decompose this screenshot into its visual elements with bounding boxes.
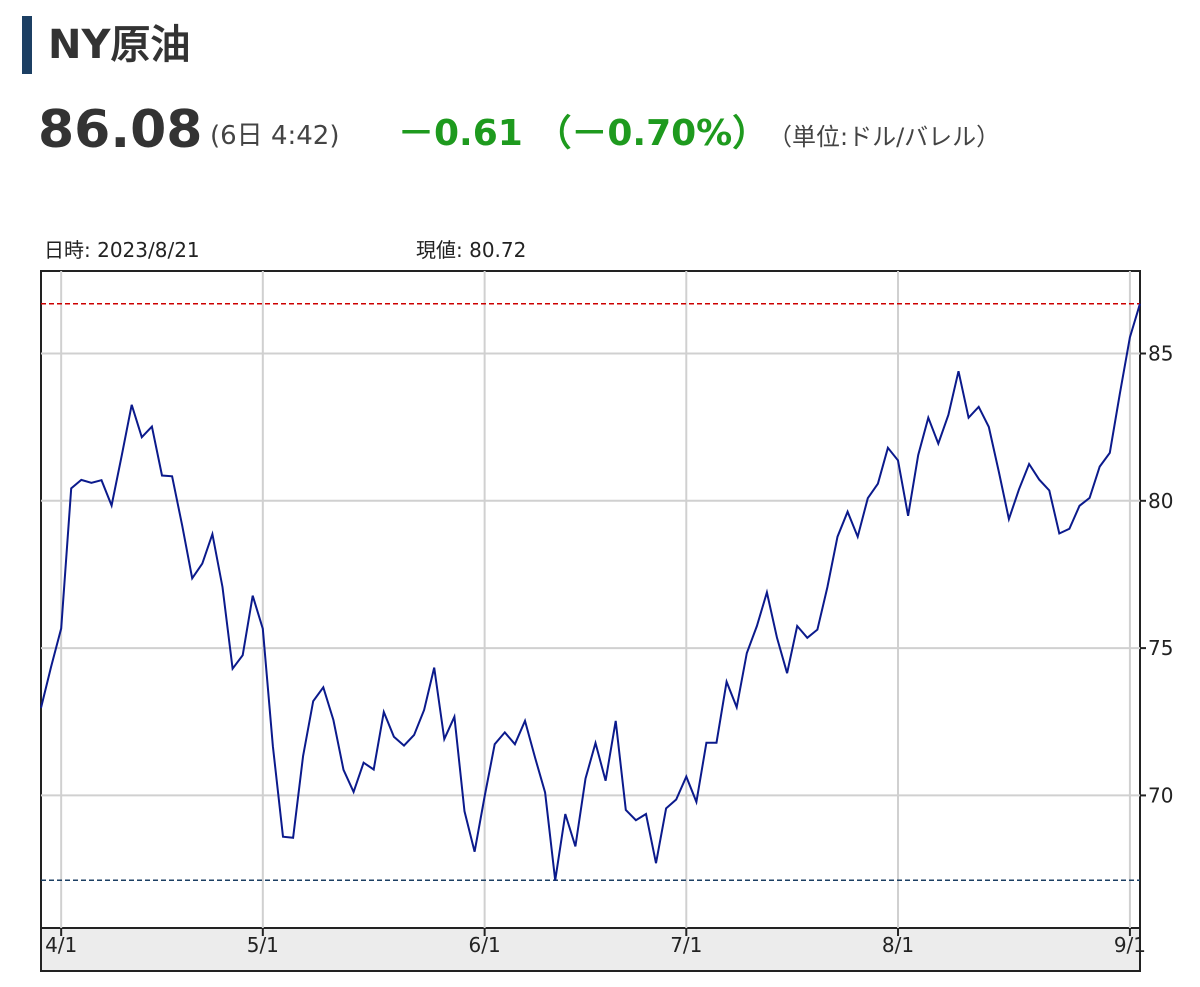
price-unit: （単位:ドル/バレル） (768, 123, 1001, 151)
hover-value-label: 現値: 80.72 (416, 238, 527, 262)
x-tick-label: 9/1 (1114, 933, 1146, 957)
hover-date-label: 日時: 2023/8/21 (44, 238, 200, 262)
x-tick-label: 4/1 (45, 933, 77, 957)
price-change: －0.61 （－0.70%） (398, 113, 769, 154)
x-axis-band (40, 927, 1141, 972)
x-tick-label: 7/1 (670, 933, 702, 957)
y-tick-label: 80 (1148, 489, 1173, 513)
price-time: (6日 4:42) (210, 121, 340, 151)
reference-lines (41, 302, 1140, 882)
x-tick-label: 6/1 (469, 933, 501, 957)
current-price: 86.08 (38, 100, 203, 160)
y-axis-ticks: 70 75 80 85 (1140, 341, 1173, 807)
plot-frame (40, 270, 1141, 929)
grid-lines (41, 271, 1140, 928)
x-axis-ticks: 4/1 5/1 6/1 7/1 8/1 9/1 (45, 928, 1146, 957)
y-tick-label: 70 (1148, 783, 1173, 807)
price-series-line (40, 303, 1141, 881)
y-tick-label: 75 (1148, 636, 1173, 660)
x-tick-label: 8/1 (882, 933, 914, 957)
x-tick-label: 5/1 (247, 933, 279, 957)
page-title: NY原油 (48, 22, 191, 68)
title-accent-bar (22, 16, 32, 74)
y-tick-label: 85 (1148, 341, 1173, 365)
